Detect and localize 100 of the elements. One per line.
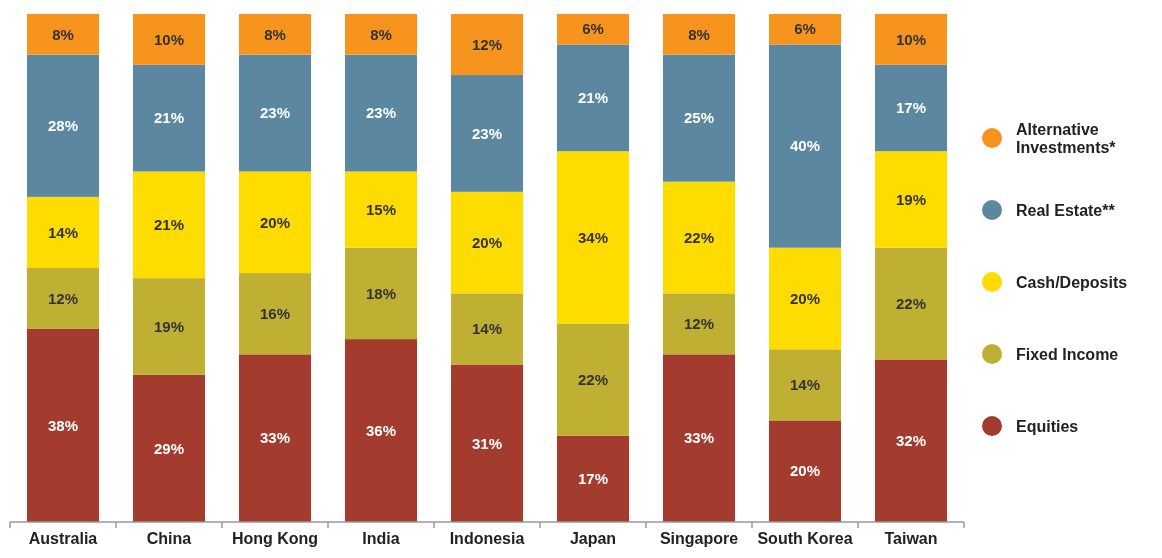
data-label: 25% — [683, 109, 715, 127]
legend-label: Alternative Investments* — [1016, 120, 1117, 156]
bar — [132, 171, 206, 279]
data-label: 12% — [47, 289, 79, 307]
x-tick-label: Taiwan — [884, 530, 938, 547]
bar — [662, 54, 736, 182]
data-label: 14% — [789, 376, 821, 394]
data-label: 22% — [895, 294, 927, 312]
data-label: 16% — [259, 304, 291, 322]
bar — [450, 191, 524, 294]
bar — [556, 435, 630, 522]
bar — [556, 323, 630, 436]
bar — [132, 374, 206, 522]
data-label: 12% — [683, 315, 715, 333]
data-label: 20% — [471, 233, 503, 251]
x-tick-label: South Korea — [757, 530, 853, 547]
data-label: 28% — [47, 117, 79, 135]
data-label: 14% — [47, 223, 79, 241]
bar — [874, 14, 948, 65]
bar — [768, 349, 842, 421]
bar — [26, 196, 100, 268]
data-label: 8% — [52, 25, 74, 43]
bar — [450, 14, 524, 75]
data-label: 20% — [789, 462, 821, 480]
data-label: 10% — [895, 30, 927, 48]
data-label: 20% — [259, 213, 291, 231]
bar — [556, 14, 630, 45]
data-label: 8% — [264, 25, 286, 43]
bar — [768, 420, 842, 522]
data-label: 20% — [789, 289, 821, 307]
bar — [874, 247, 948, 360]
bar — [768, 247, 842, 350]
data-label: 21% — [153, 216, 185, 234]
bar — [132, 14, 206, 65]
x-tick-label: Indonesia — [449, 530, 525, 547]
bar — [344, 14, 418, 55]
bar — [238, 54, 312, 172]
bar — [662, 14, 736, 55]
bar — [132, 278, 206, 375]
bar — [238, 354, 312, 522]
data-label: 34% — [577, 228, 609, 246]
bar — [344, 171, 418, 248]
data-label: 6% — [794, 20, 816, 38]
legend-label: Fixed Income — [1016, 345, 1119, 363]
x-tick-label: Japan — [569, 530, 617, 547]
data-label: 8% — [370, 25, 392, 43]
data-label: 33% — [683, 429, 715, 447]
data-label: 8% — [688, 25, 710, 43]
data-label: 21% — [153, 109, 185, 127]
data-label: 17% — [577, 470, 609, 488]
x-tick-label: China — [146, 530, 192, 547]
data-label: 17% — [895, 99, 927, 117]
bar — [450, 364, 524, 522]
data-label: 23% — [471, 124, 503, 142]
bar — [768, 14, 842, 45]
bar — [556, 44, 630, 152]
bar — [238, 14, 312, 55]
data-label: 33% — [259, 429, 291, 447]
bar — [238, 171, 312, 274]
legend-label: Cash/Deposits — [1016, 273, 1128, 291]
data-label: 38% — [47, 416, 79, 434]
bar — [874, 359, 948, 522]
data-label: 32% — [895, 431, 927, 449]
data-label: 22% — [577, 371, 609, 389]
data-label: 23% — [259, 104, 291, 122]
data-label: 19% — [153, 317, 185, 335]
legend-label: Equities — [1016, 417, 1079, 435]
x-tick-label: Australia — [28, 530, 98, 547]
bar — [26, 328, 100, 522]
data-label: 19% — [895, 190, 927, 208]
data-label: 12% — [471, 35, 503, 53]
data-label: 36% — [365, 421, 397, 439]
data-label: 40% — [789, 137, 821, 155]
bar — [662, 181, 736, 294]
data-label: 29% — [153, 439, 185, 457]
data-label: 31% — [471, 434, 503, 452]
data-label: 18% — [365, 284, 397, 302]
legend-label: Real Estate** — [1016, 201, 1116, 219]
data-label: 10% — [153, 30, 185, 48]
bar — [26, 54, 100, 197]
bar — [450, 293, 524, 365]
bar — [874, 151, 948, 248]
data-label: 15% — [365, 200, 397, 218]
bar — [662, 354, 736, 522]
bar — [26, 14, 100, 55]
x-tick-label: India — [362, 530, 400, 547]
bar — [344, 339, 418, 522]
bar — [26, 268, 100, 329]
bar — [768, 44, 842, 248]
data-label: 14% — [471, 320, 503, 338]
data-label: 23% — [365, 104, 397, 122]
bar — [450, 74, 524, 192]
data-label: 22% — [683, 228, 715, 246]
bar — [132, 64, 206, 172]
bar — [344, 54, 418, 172]
bar — [662, 293, 736, 355]
bar — [874, 64, 948, 152]
data-label: 21% — [577, 89, 609, 107]
bar — [556, 151, 630, 324]
bar — [238, 273, 312, 355]
